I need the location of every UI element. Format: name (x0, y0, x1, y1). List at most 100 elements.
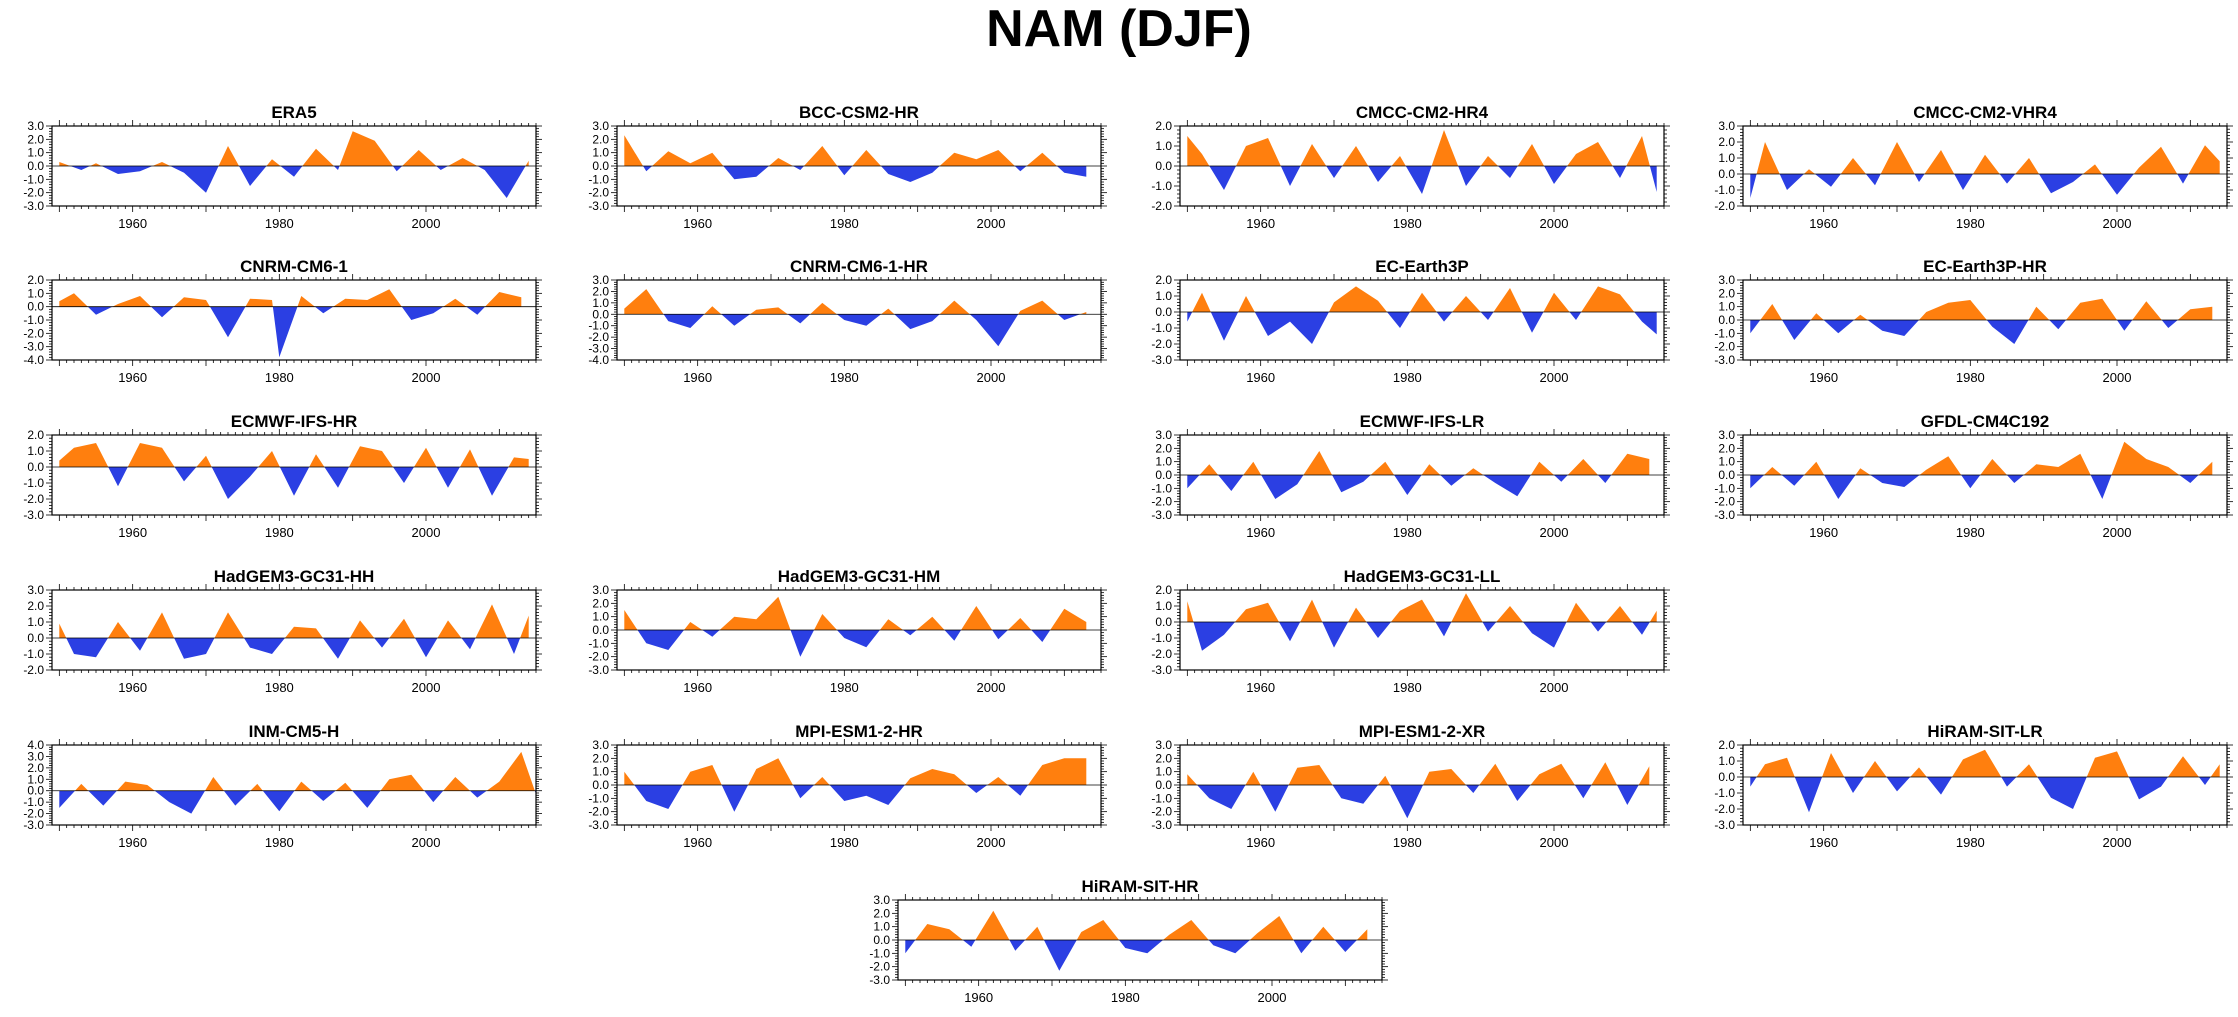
y-tick-label: -3.0 (588, 818, 609, 832)
series-positive-area (624, 135, 1087, 166)
panel-title: HadGEM3-GC31-HM (778, 567, 940, 586)
y-tick-label: 2.0 (27, 132, 44, 146)
figure-title: NAM (DJF) (986, 0, 1252, 58)
panel-title: EC-Earth3P (1375, 257, 1469, 276)
panel-cnrm-cm6-1-hr: CNRM-CM6-1-HR 3.02.01.00.0-1.0-2.0-3.0-4.… (588, 257, 1107, 385)
y-tick-label: -3.0 (1151, 818, 1172, 832)
y-tick-label: -2.0 (23, 186, 44, 200)
x-tick-label: 1960 (964, 990, 993, 1005)
y-tick-label: 1.0 (1718, 151, 1735, 165)
x-tick-label: 2000 (1540, 680, 1569, 695)
panel-title: HadGEM3-GC31-HH (214, 567, 375, 586)
x-tick-label: 1960 (1809, 525, 1838, 540)
y-tick-label: 3.0 (592, 273, 609, 287)
x-tick-label: 2000 (1540, 835, 1569, 850)
panel-cmcc-cm2-vhr4: CMCC-CM2-VHR4 3.0 2.0 1.0 0.0 -1.0 -2.0 1960 198… (1714, 103, 2233, 231)
y-tick-label: 0.0 (1155, 159, 1172, 173)
x-tick-label: 1960 (683, 680, 712, 695)
y-tick-label: 2.0 (27, 599, 44, 613)
series-negative-area (1750, 174, 2220, 198)
y-tick-label: -1.0 (1714, 481, 1735, 495)
x-tick-label: 2000 (977, 680, 1006, 695)
y-tick-label: 3.0 (592, 119, 609, 133)
panel-ecmwf-ifs-hr: ECMWF-IFS-HR 2.0 1.0 0.0 -1.0 -2.0 -3.0 1960 198… (23, 412, 542, 540)
x-tick-label: 1960 (683, 835, 712, 850)
series-negative-area (624, 314, 1087, 347)
series-positive-area (59, 443, 529, 467)
y-tick-label: 0.0 (1718, 313, 1735, 327)
series-negative-area (624, 166, 1087, 182)
panel-mpi-esm1-2-xr: MPI-ESM1-2-XR 3.02.01.00.0-1.0-2.0-3.0 196… (1151, 722, 1670, 850)
y-tick-label: -1.0 (23, 476, 44, 490)
y-tick-label: 2.0 (592, 132, 609, 146)
y-tick-label: -1.0 (1151, 791, 1172, 805)
y-tick-label: -3.0 (1714, 508, 1735, 522)
x-tick-label: 1980 (265, 370, 294, 385)
x-tick-label: 2000 (412, 525, 441, 540)
y-tick-label: -2.0 (23, 326, 44, 340)
x-tick-label: 1960 (1809, 835, 1838, 850)
y-tick-label: 3.0 (1155, 738, 1172, 752)
y-tick-label: -1.0 (1714, 183, 1735, 197)
y-tick-label: 0.0 (27, 460, 44, 474)
y-tick-label: -2.0 (1714, 340, 1735, 354)
x-tick-label: 1960 (118, 525, 147, 540)
y-tick-label: 1.0 (1718, 455, 1735, 469)
series-negative-area (624, 785, 1087, 812)
panel-title: CMCC-CM2-VHR4 (1913, 103, 2057, 122)
y-tick-label: -2.0 (23, 807, 44, 821)
x-tick-label: 1980 (265, 216, 294, 231)
y-tick-label: -1.0 (1714, 326, 1735, 340)
y-tick-label: -3.0 (1714, 353, 1735, 367)
y-tick-label: 0.0 (1155, 778, 1172, 792)
x-tick-label: 1960 (118, 216, 147, 231)
y-tick-label: -2.0 (588, 805, 609, 819)
x-tick-label: 1980 (1956, 370, 1985, 385)
series-positive-area (624, 758, 1087, 785)
y-tick-label: 4.0 (27, 738, 44, 752)
y-tick-label: -1.0 (1151, 321, 1172, 335)
y-tick-label: 1.0 (27, 286, 44, 300)
y-tick-label: 0.0 (592, 778, 609, 792)
y-tick-label: -1.0 (588, 791, 609, 805)
plot-frame (51, 279, 537, 361)
plot-frame (1179, 279, 1665, 361)
y-tick-label: 3.0 (27, 749, 44, 763)
panel-title: HiRAM-SIT-LR (1927, 722, 2042, 741)
y-tick-label: 2.0 (1718, 135, 1735, 149)
panel-ecmwf-ifs-lr: ECMWF-IFS-LR 3.02.01.00.0-1.0-2.0-3.0 1960… (1151, 412, 1670, 540)
x-tick-label: 1980 (1393, 680, 1422, 695)
y-tick-label: 3.0 (27, 583, 44, 597)
x-tick-label: 1980 (1956, 525, 1985, 540)
x-tick-label: 1980 (1956, 216, 1985, 231)
panel-title: HiRAM-SIT-HR (1081, 877, 1198, 896)
y-tick-label: -3.0 (23, 340, 44, 354)
panel-hadgem3-gc31-hm: HadGEM3-GC31-HM 3.02.01.00.0-1.0-2.0-3.0 1… (588, 567, 1107, 695)
y-tick-label: -1.0 (23, 795, 44, 809)
y-tick-label: 0.0 (592, 307, 609, 321)
series-positive-area (59, 604, 529, 638)
x-tick-label: 1980 (1393, 370, 1422, 385)
series-negative-area (59, 638, 529, 659)
series-negative-area (59, 166, 529, 198)
x-tick-label: 2000 (1258, 990, 1287, 1005)
y-tick-label: -1.0 (869, 946, 890, 960)
y-tick-label: 0.0 (1155, 468, 1172, 482)
y-tick-label: 3.0 (592, 738, 609, 752)
y-tick-label: -1.0 (23, 647, 44, 661)
y-tick-label: 1.0 (27, 615, 44, 629)
y-tick-label: -4.0 (588, 353, 609, 367)
y-tick-label: 1.0 (1718, 300, 1735, 314)
panel-title: MPI-ESM1-2-HR (795, 722, 923, 741)
y-tick-label: -3.0 (23, 199, 44, 213)
series-negative-area (1187, 475, 1650, 499)
x-tick-label: 2000 (2103, 216, 2132, 231)
panel-gfdl-cm4c192: GFDL-CM4C192 3.02.01.00.0-1.0-2.0-3.0 1960… (1714, 412, 2233, 540)
y-tick-label: 3.0 (1155, 428, 1172, 442)
panel-cnrm-cm6-1: CNRM-CM6-1 2.01.00.0-1.0-2.0-3.0-4.0 1960 1… (23, 257, 542, 385)
panel-title: CMCC-CM2-HR4 (1356, 103, 1489, 122)
y-tick-label: 3.0 (1718, 119, 1735, 133)
y-tick-label: 0.0 (27, 784, 44, 798)
y-tick-label: -2.0 (1151, 805, 1172, 819)
y-tick-label: -1.0 (1151, 179, 1172, 193)
